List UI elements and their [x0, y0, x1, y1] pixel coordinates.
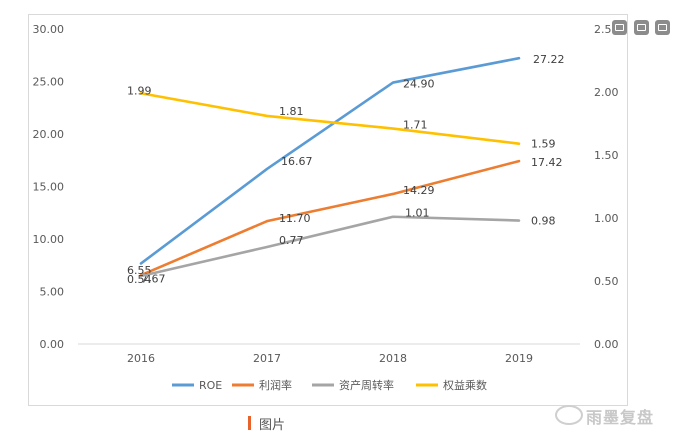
series-line-1 — [139, 159, 521, 277]
data-label: 16.67 — [281, 155, 313, 168]
x-tick-label: 2016 — [127, 352, 155, 365]
y-right-tick-label: 0.00 — [594, 338, 619, 351]
data-label: 1.59 — [531, 138, 556, 151]
data-label: 0.77 — [279, 234, 304, 247]
y-left-tick-label: 5.00 — [40, 286, 65, 299]
watermark: 雨墨复盘 — [586, 408, 655, 427]
legend-label: ROE — [199, 379, 222, 392]
y-left-tick-label: 10.00 — [33, 233, 65, 246]
y-right-tick-label: 1.00 — [594, 212, 619, 225]
data-label: 0.98 — [531, 215, 556, 228]
legend-label: 权益乘数 — [443, 378, 487, 392]
save-icon[interactable] — [634, 20, 649, 35]
caption-marker — [248, 416, 251, 430]
y-left-tick-label: 20.00 — [33, 128, 65, 141]
trash-icon[interactable] — [655, 20, 670, 35]
figure-caption: 图片 — [248, 414, 286, 433]
y-left-tick-label: 25.00 — [33, 76, 65, 89]
data-label: 11.70 — [279, 212, 311, 225]
caption-text: 图片 — [259, 417, 286, 433]
legend-label: 利润率 — [259, 378, 292, 392]
data-label: 1.71 — [403, 119, 428, 132]
legend-label: 资产周转率 — [339, 378, 394, 392]
x-tick-label: 2018 — [379, 352, 407, 365]
x-tick-label: 2017 — [253, 352, 281, 365]
data-label: 1.01 — [405, 207, 430, 220]
y-right-tick-label: 2.00 — [594, 86, 619, 99]
data-label: 27.22 — [533, 53, 565, 66]
y-left-tick-label: 15.00 — [33, 181, 65, 194]
weibo-logo-icon — [555, 405, 583, 425]
y-right-tick-label: 1.50 — [594, 149, 619, 162]
y-left-tick-label: 0.00 — [40, 338, 65, 351]
data-label: 17.42 — [531, 156, 563, 169]
y-right-tick-label: 0.50 — [594, 275, 619, 288]
data-label: 1.99 — [127, 84, 152, 97]
x-tick-label: 2019 — [505, 352, 533, 365]
series-line-0 — [139, 56, 521, 265]
edit-icon[interactable] — [612, 20, 627, 35]
y-left-tick-label: 30.00 — [33, 23, 65, 36]
series-line-2 — [139, 215, 521, 278]
series-line-3 — [139, 91, 521, 145]
data-label: 14.29 — [403, 184, 435, 197]
data-label: 1.81 — [279, 105, 304, 118]
data-label: 0.54 — [127, 273, 152, 286]
data-label: 24.90 — [403, 78, 435, 91]
chart-frame — [28, 14, 628, 406]
